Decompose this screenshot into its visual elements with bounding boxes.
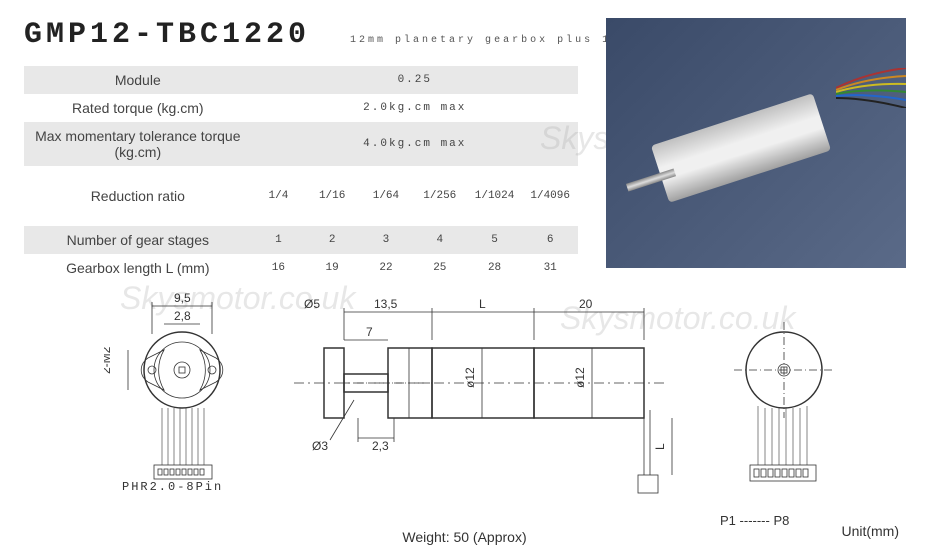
len-3: 25 (413, 254, 467, 282)
row-module-value: 0.25 (252, 66, 578, 94)
page-title: GMP12-TBC1220 (24, 18, 310, 52)
svg-text:20: 20 (579, 297, 593, 311)
end-view-diagram (714, 310, 874, 510)
svg-text:ø12: ø12 (573, 367, 587, 388)
svg-text:ø12: ø12 (463, 367, 477, 388)
len-0: 16 (252, 254, 306, 282)
unit-label: Unit(mm) (841, 523, 899, 539)
stage-4: 5 (467, 226, 523, 254)
stage-1: 2 (305, 226, 359, 254)
row-stages-label: Number of gear stages (24, 226, 252, 254)
stage-2: 3 (359, 226, 413, 254)
pin-p8: P8 (773, 513, 789, 528)
row-rated-label: Rated torque (kg.cm) (24, 94, 252, 122)
weight-label: Weight: 50 (Approx) (402, 529, 526, 545)
len-4: 28 (467, 254, 523, 282)
ratio-2: 1/64 (359, 166, 413, 226)
ratio-3: 1/256 (413, 166, 467, 226)
front-view-diagram: 9,5 2,8 2-M2 (104, 290, 274, 500)
dimension-diagrams: 9,5 2,8 2-M2 (24, 290, 904, 530)
motor-wires-icon (836, 68, 906, 108)
svg-text:L: L (653, 443, 667, 450)
ratio-4: 1/1024 (467, 166, 523, 226)
wires-icon (758, 406, 807, 465)
spec-table: Module 0.25 Rated torque (kg.cm) 2.0kg.c… (24, 66, 578, 282)
row-module-label: Module (24, 66, 252, 94)
ratio-5: 1/4096 (522, 166, 578, 226)
svg-text:Ø3: Ø3 (312, 439, 328, 453)
row-length-label: Gearbox length L (mm) (24, 254, 252, 282)
svg-text:2,3: 2,3 (372, 439, 389, 453)
svg-text:13,5: 13,5 (374, 297, 398, 311)
motor-body-icon (651, 93, 831, 203)
pin-dashes: ------- (740, 513, 774, 528)
svg-text:L: L (479, 297, 486, 311)
len-2: 22 (359, 254, 413, 282)
side-view-diagram: Ø5 13,5 L 20 7 ø12 ø12 Ø3 2,3 (294, 290, 694, 520)
svg-text:7: 7 (366, 325, 373, 339)
len-1: 19 (305, 254, 359, 282)
product-image (606, 18, 906, 268)
svg-text:Ø5: Ø5 (304, 297, 320, 311)
stage-0: 1 (252, 226, 306, 254)
stage-3: 4 (413, 226, 467, 254)
wires-icon (162, 408, 204, 465)
svg-text:9,5: 9,5 (174, 291, 191, 305)
pin-label: P1 ------- P8 (720, 513, 789, 528)
row-maxtorque-label: Max momentary tolerance torque (kg.cm) (24, 122, 252, 166)
svg-text:2,8: 2,8 (174, 309, 191, 323)
row-ratio-label: Reduction ratio (24, 166, 252, 226)
svg-text:2-M2: 2-M2 (104, 346, 113, 374)
row-rated-value: 2.0kg.cm max (252, 94, 578, 122)
ratio-0: 1/4 (252, 166, 306, 226)
row-maxtorque-value: 4.0kg.cm max (252, 122, 578, 166)
stage-5: 6 (522, 226, 578, 254)
connector-label: PHR2.0-8Pin (122, 480, 223, 494)
len-5: 31 (522, 254, 578, 282)
pin-p1: P1 (720, 513, 736, 528)
ratio-1: 1/16 (305, 166, 359, 226)
